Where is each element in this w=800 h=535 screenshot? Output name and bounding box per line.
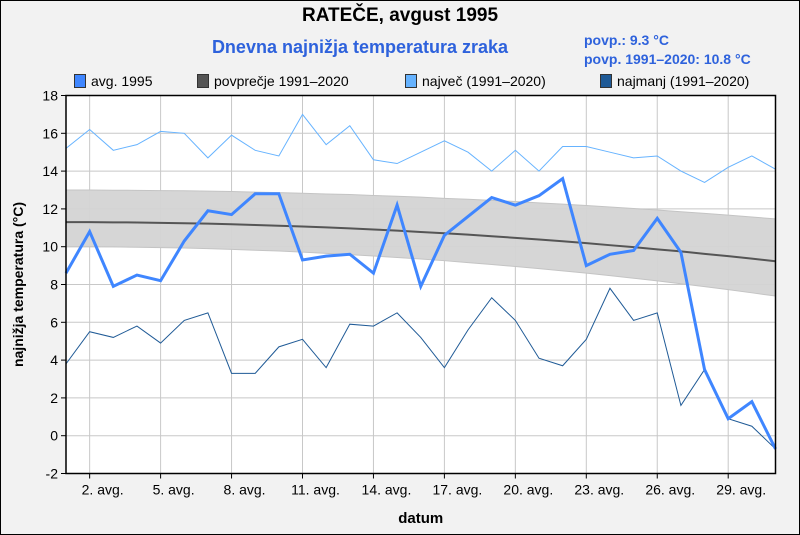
- x-tick-label: 17. avg.: [432, 482, 482, 498]
- band-lower-edge: [66, 246, 776, 297]
- legend-swatch: [600, 74, 612, 88]
- legend-item-min[interactable]: najmanj (1991–2020): [600, 73, 749, 89]
- plot-border: [65, 94, 777, 475]
- x-tick-label: 26. avg.: [645, 482, 695, 498]
- y-tick-label: 6: [50, 314, 58, 330]
- stat-avg: povp.: 9.3 °C: [584, 32, 669, 48]
- legend-swatch: [74, 74, 86, 88]
- y-tick-label: 10: [42, 239, 58, 255]
- legend-label: najmanj (1991–2020): [617, 73, 750, 89]
- legend-label: povprečje 1991–2020: [214, 73, 349, 89]
- band-upper-edge: [66, 189, 776, 220]
- stats-box: povp.: 9.3 °C povp. 1991–2020: 10.8 °C: [584, 31, 751, 69]
- stat-avg-norm: povp. 1991–2020: 10.8 °C: [584, 51, 751, 67]
- x-tick-label: 14. avg.: [362, 482, 412, 498]
- legend-item-mean[interactable]: povprečje 1991–2020: [197, 73, 349, 89]
- legend-label: avg. 1995: [91, 73, 153, 89]
- x-tick-label: 29. avg.: [716, 482, 766, 498]
- y-tick-label: 2: [50, 390, 58, 406]
- x-tick-label: 5. avg.: [153, 482, 195, 498]
- legend-label: največ (1991–2020): [422, 73, 546, 89]
- y-tick-label: 18: [42, 88, 58, 104]
- chart-subtitle: Dnevna najnižja temperatura zraka: [211, 37, 509, 57]
- normal-range-band: [66, 190, 776, 297]
- y-tick-label: 12: [42, 201, 58, 217]
- y-tick-label: 8: [50, 277, 58, 293]
- y-tick-label: 16: [42, 125, 58, 141]
- x-tick-label: 23. avg.: [574, 482, 624, 498]
- legend-item-avg-1995[interactable]: avg. 1995: [74, 73, 153, 89]
- x-tick-label: 11. avg.: [291, 482, 340, 498]
- y-tick-label: 4: [50, 352, 58, 368]
- legend-item-max[interactable]: največ (1991–2020): [405, 73, 546, 89]
- x-tick-label: 2. avg.: [82, 482, 124, 498]
- x-tick-label: 8. avg.: [224, 482, 266, 498]
- legend-swatch: [197, 74, 209, 88]
- x-axis-label: datum: [398, 510, 443, 527]
- y-tick-label: 14: [42, 163, 58, 179]
- legend-swatch: [405, 74, 417, 88]
- y-tick-label: 0: [50, 428, 58, 444]
- y-tick-label: -2: [46, 466, 59, 482]
- x-tick-label: 20. avg.: [503, 482, 553, 498]
- y-axis-label: najnižja temperatura (°C): [10, 202, 26, 367]
- chart-title: RATEČE, avgust 1995: [301, 5, 499, 26]
